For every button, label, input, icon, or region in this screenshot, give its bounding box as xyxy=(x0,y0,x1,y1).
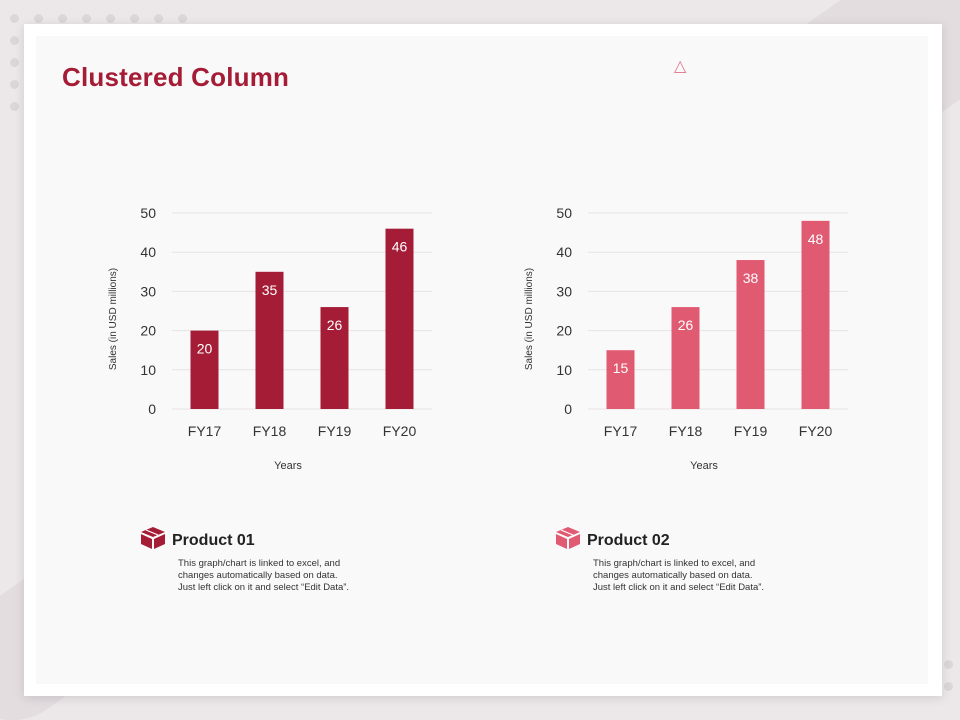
data-label: 46 xyxy=(392,239,408,255)
bar xyxy=(320,307,349,409)
x-axis-title: Years xyxy=(690,460,718,472)
y-tick-label: 10 xyxy=(556,362,572,378)
y-tick-label: 10 xyxy=(140,362,156,378)
y-tick-label: 30 xyxy=(556,283,572,299)
y-tick-label: 0 xyxy=(148,401,156,417)
slide: Clustered Column △ 0 10 20 30 40 50 20 FY17 35 FY… xyxy=(36,36,928,684)
product-02-description: This graph/chart is linked to excel, and… xyxy=(593,558,765,593)
x-axis-title: Years xyxy=(274,460,302,472)
y-tick-label: 40 xyxy=(140,244,156,260)
bar xyxy=(671,307,700,409)
x-tick-label: FY18 xyxy=(253,423,287,439)
data-label: 38 xyxy=(743,270,759,286)
data-label: 48 xyxy=(808,231,824,247)
bar xyxy=(385,228,414,409)
data-label: 15 xyxy=(613,360,629,376)
x-tick-label: FY19 xyxy=(734,423,768,439)
page-title: Clustered Column xyxy=(62,62,290,92)
bar xyxy=(801,220,830,409)
bar xyxy=(255,271,284,409)
bar xyxy=(736,260,765,409)
bar xyxy=(606,350,635,409)
y-tick-label: 0 xyxy=(564,401,572,417)
data-label: 35 xyxy=(262,282,278,298)
x-tick-label: FY20 xyxy=(799,423,833,439)
y-tick-label: 50 xyxy=(140,205,156,221)
box-icon xyxy=(141,527,165,549)
y-axis-title: Sales (in USD millions) xyxy=(524,268,535,370)
x-tick-label: FY20 xyxy=(383,423,417,439)
product-01-name: Product 01 xyxy=(172,532,255,549)
product-02-chart: 0 10 20 30 40 50 15 FY17 26 FY18 38 FY19 48 FY20 Years… xyxy=(524,205,848,472)
product-01-description: This graph/chart is linked to excel, and… xyxy=(178,558,350,593)
product-01-chart: 0 10 20 30 40 50 20 FY17 35 FY18 26 FY19 46 FY20 Years… xyxy=(108,205,432,472)
data-label: 26 xyxy=(678,317,694,333)
y-tick-label: 30 xyxy=(140,283,156,299)
x-tick-label: FY17 xyxy=(188,423,222,439)
bar xyxy=(190,330,219,409)
y-tick-label: 20 xyxy=(140,323,156,339)
data-label: 26 xyxy=(327,317,343,333)
triangle-icon: △ xyxy=(674,58,687,75)
y-axis-title: Sales (in USD millions) xyxy=(108,268,119,370)
y-tick-label: 20 xyxy=(556,323,572,339)
y-tick-label: 50 xyxy=(556,205,572,221)
data-label: 20 xyxy=(197,341,213,357)
product-02-name: Product 02 xyxy=(587,532,670,549)
x-tick-label: FY17 xyxy=(604,423,638,439)
box-icon xyxy=(556,527,580,549)
x-tick-label: FY19 xyxy=(318,423,352,439)
y-tick-label: 40 xyxy=(556,244,572,260)
x-tick-label: FY18 xyxy=(669,423,703,439)
